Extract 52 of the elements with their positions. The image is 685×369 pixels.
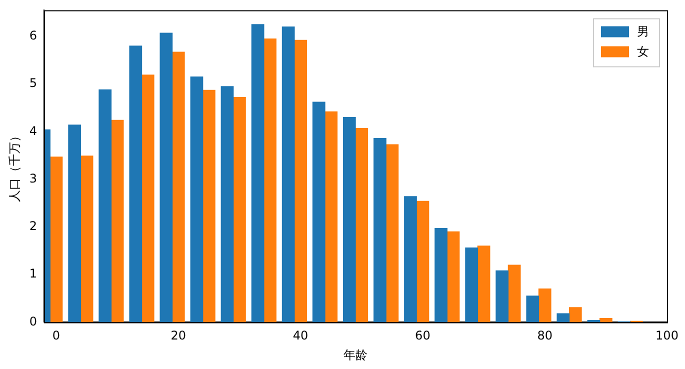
- bar: [342, 117, 356, 322]
- bar: [141, 74, 154, 322]
- legend-label: 女: [637, 44, 649, 58]
- bar: [312, 102, 326, 322]
- bar: [160, 32, 173, 322]
- y-tick-label: 4: [29, 124, 38, 138]
- bar: [568, 307, 582, 322]
- bar: [129, 46, 142, 322]
- y-tick-label: 2: [29, 219, 38, 234]
- bar: [282, 26, 295, 322]
- bar: [98, 89, 112, 322]
- bar: [202, 90, 216, 322]
- bar: [80, 156, 94, 322]
- bar: [477, 246, 490, 322]
- bar: [294, 40, 307, 322]
- legend-label: 男: [637, 24, 649, 38]
- bar: [264, 38, 276, 322]
- bar: [465, 248, 478, 322]
- y-axis-title: 人口（千万）: [7, 130, 22, 202]
- y-tick-label: 5: [29, 76, 38, 90]
- bar: [190, 76, 204, 322]
- bar: [324, 111, 338, 322]
- bar: [556, 313, 570, 322]
- x-tick-label: 80: [537, 328, 552, 343]
- bar: [446, 231, 460, 322]
- bar: [599, 318, 612, 322]
- bar: [526, 296, 540, 322]
- y-tick-label: 0: [29, 314, 38, 328]
- y-tick-label: 6: [29, 28, 38, 43]
- x-tick-label: 0: [52, 328, 60, 343]
- x-tick-label: 60: [415, 328, 430, 343]
- x-tick-label: 20: [170, 328, 186, 343]
- bar: [404, 196, 417, 322]
- x-tick-label: 40: [292, 328, 308, 343]
- y-tick-label: 3: [29, 171, 38, 186]
- bar: [220, 86, 234, 322]
- bar: [496, 270, 509, 322]
- bar: [68, 124, 82, 322]
- x-axis-title: 年龄: [344, 348, 368, 362]
- bar: [416, 200, 430, 322]
- bar: [374, 138, 386, 322]
- bar: [110, 120, 124, 322]
- y-tick-label: 1: [29, 266, 38, 281]
- bar: [386, 144, 399, 322]
- bar: [251, 24, 264, 322]
- bar: [538, 288, 552, 322]
- bar: [508, 264, 521, 322]
- bar: [172, 52, 185, 322]
- bar: [355, 128, 368, 322]
- x-tick-label: 100: [656, 328, 678, 343]
- bar: [233, 97, 246, 322]
- bar: [434, 228, 448, 322]
